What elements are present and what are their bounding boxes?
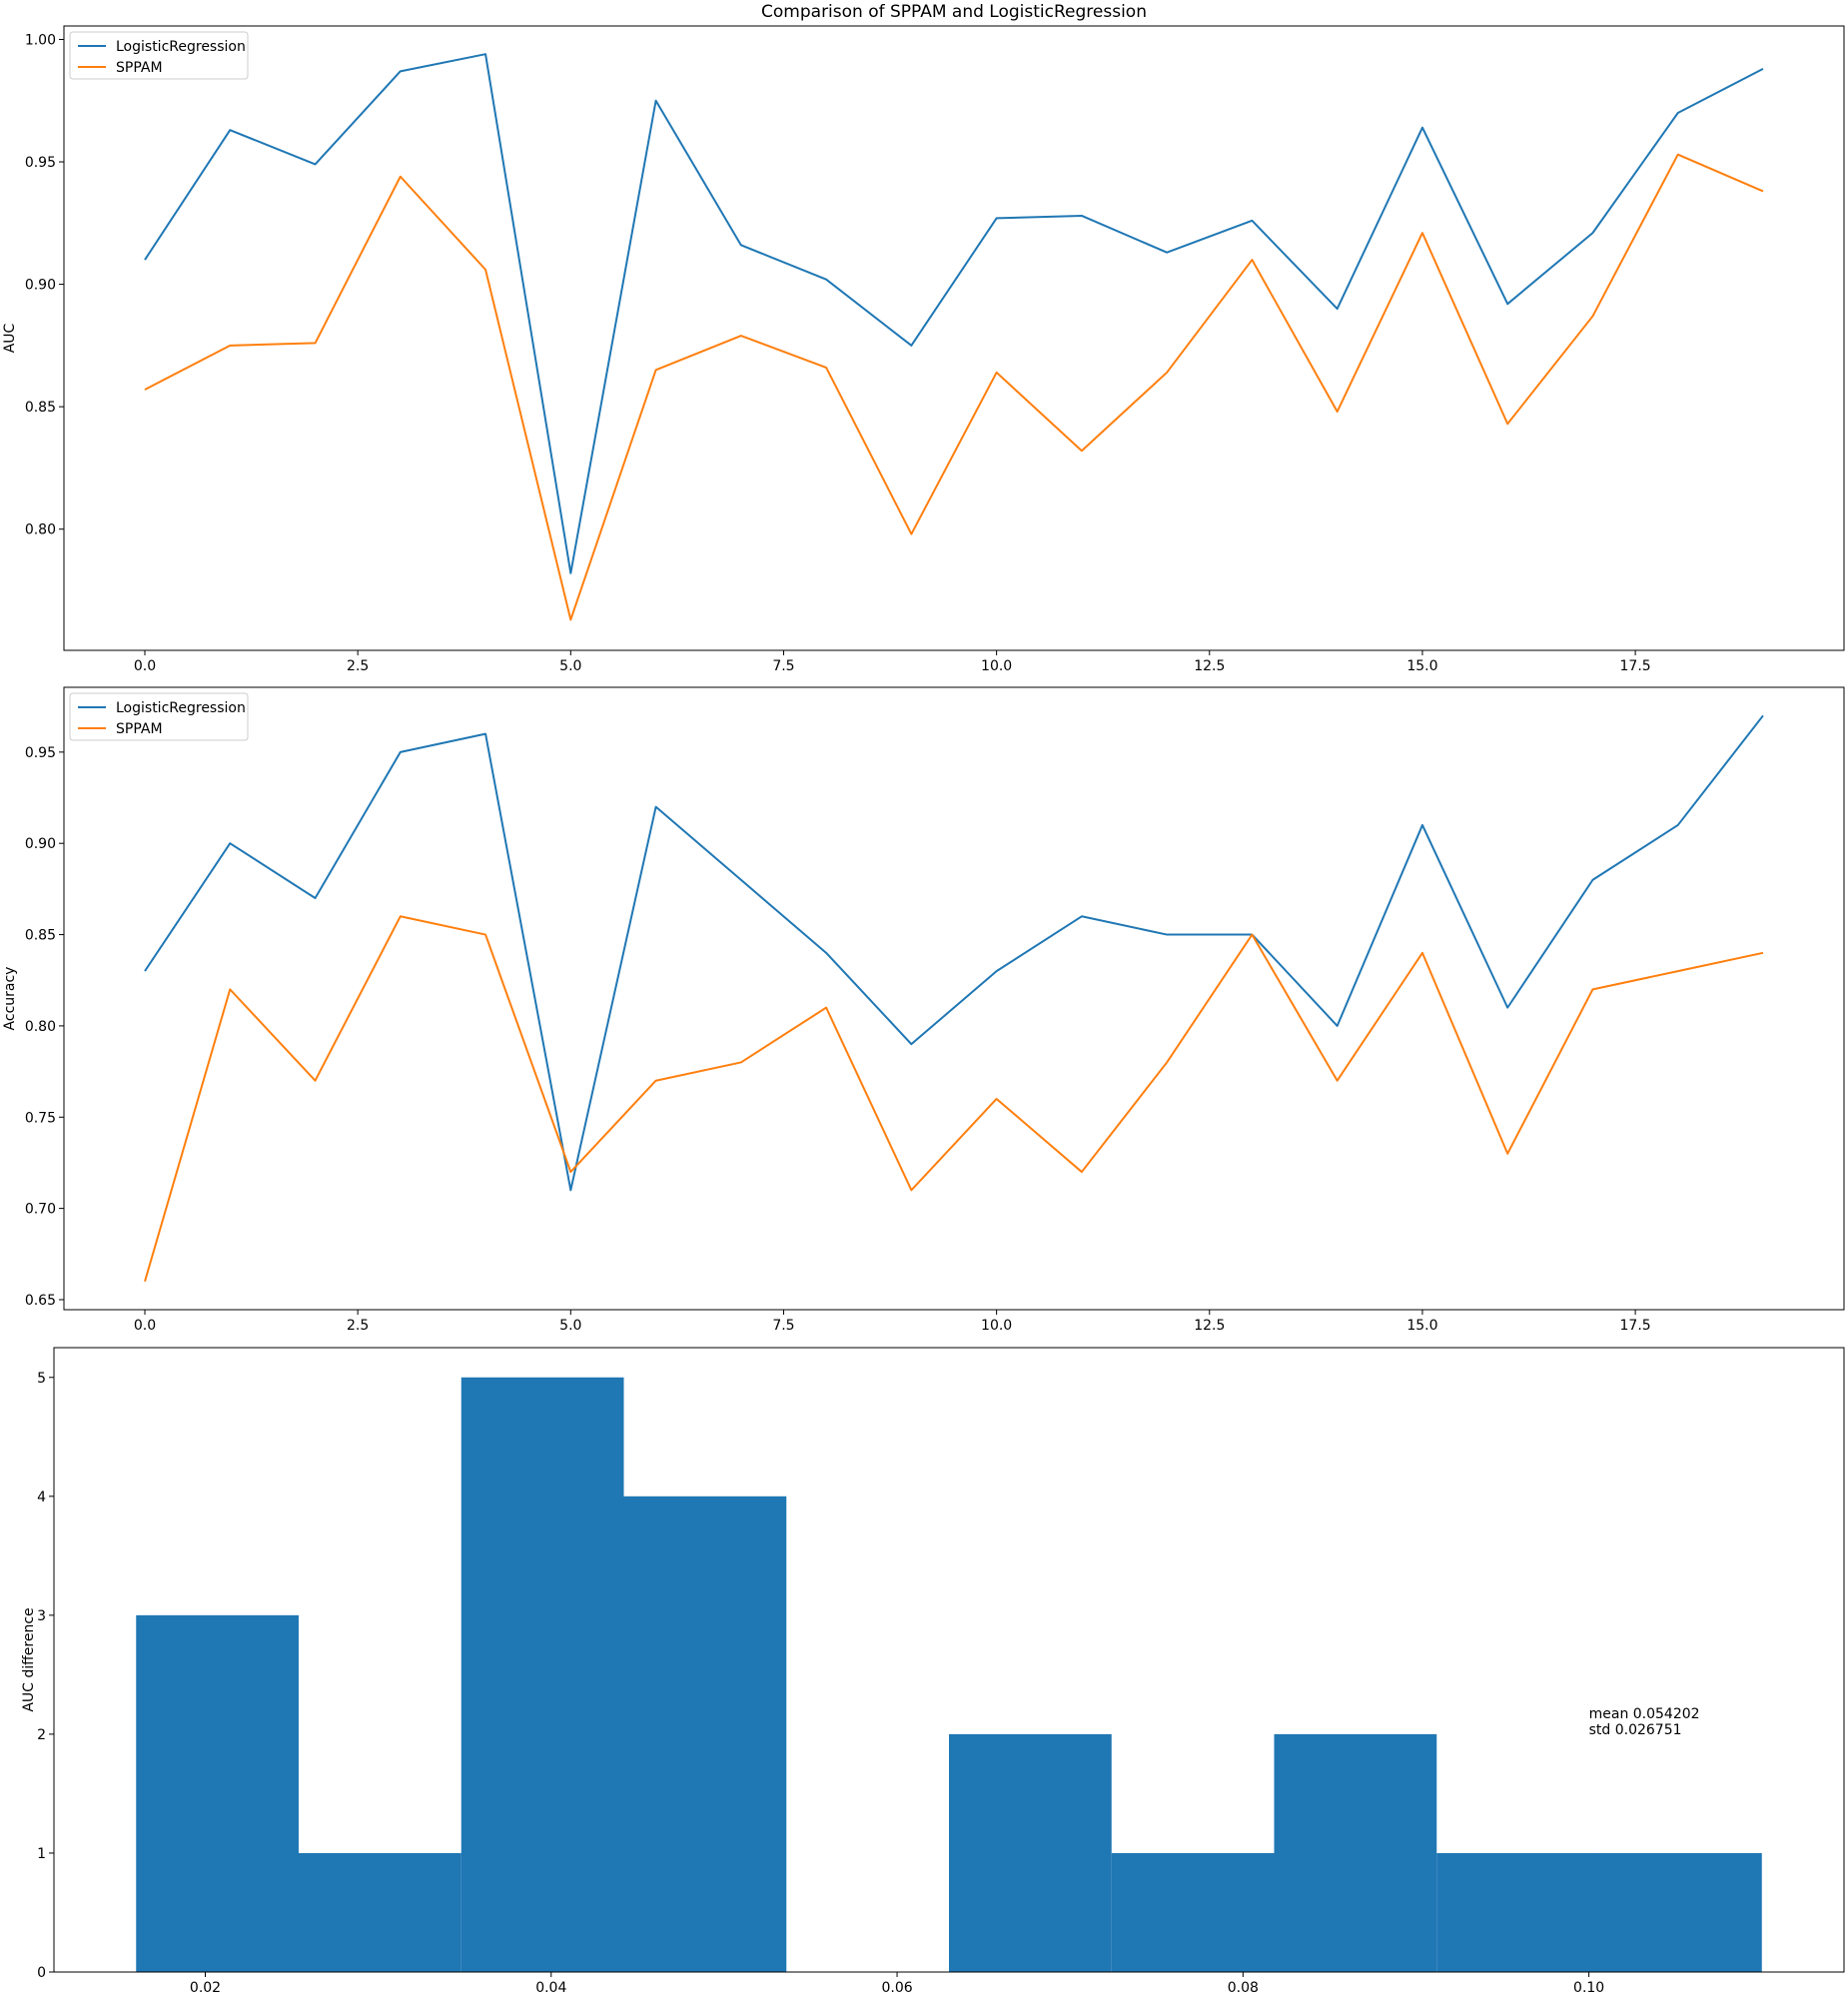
auc-legend-label-logisticregression: LogisticRegression bbox=[116, 39, 246, 55]
hist-y-tick-label: 4 bbox=[37, 1490, 46, 1505]
accuracy-y-tick-label: 0.70 bbox=[25, 1202, 56, 1218]
auc-y-tick-label: 1.00 bbox=[25, 32, 56, 48]
auc-y-tick-label: 0.80 bbox=[25, 522, 56, 538]
accuracy-series-line-logisticregression bbox=[144, 714, 1764, 1192]
auc-x-tick-label: 2.5 bbox=[347, 658, 369, 674]
auc-y-tick-label: 0.85 bbox=[25, 400, 56, 416]
auc-series-line-logisticregression bbox=[144, 53, 1764, 574]
accuracy-x-tick-label: 2.5 bbox=[347, 1318, 369, 1334]
auc-x-tick-label: 0.0 bbox=[134, 658, 156, 674]
hist-x-tick-label: 0.10 bbox=[1573, 1980, 1604, 1996]
accuracy-y-tick-label: 0.90 bbox=[25, 836, 56, 852]
accuracy-x-tick-label: 5.0 bbox=[559, 1318, 581, 1334]
hist-y-tick-label: 5 bbox=[37, 1371, 46, 1387]
accuracy-x-tick-label: 15.0 bbox=[1406, 1318, 1437, 1334]
stats-annotation-line-1: std 0.026751 bbox=[1589, 1722, 1682, 1738]
histogram-bar-8 bbox=[1436, 1852, 1600, 1972]
auc-y-tick-label: 0.95 bbox=[25, 155, 56, 171]
auc-series-line-sppam bbox=[144, 153, 1764, 621]
auc-x-tick-label: 7.5 bbox=[772, 658, 794, 674]
accuracy-legend: LogisticRegression SPPAM bbox=[69, 692, 249, 741]
accuracy-y-tick-label: 0.65 bbox=[25, 1293, 56, 1309]
accuracy-y-tick-label: 0.95 bbox=[25, 745, 56, 761]
auc-x-tick-label: 5.0 bbox=[559, 658, 581, 674]
hist-y-tick-label: 0 bbox=[37, 1965, 46, 1981]
accuracy-x-tick-label: 0.0 bbox=[134, 1318, 156, 1334]
auc-x-tick-label: 10.0 bbox=[981, 658, 1012, 674]
accuracy-y-tick-label: 0.75 bbox=[25, 1110, 56, 1126]
histogram-bar-1 bbox=[298, 1852, 462, 1972]
histogram-bar-3 bbox=[623, 1496, 787, 1972]
auc-x-tick-label: 12.5 bbox=[1194, 658, 1225, 674]
histogram-bar-0 bbox=[136, 1614, 299, 1972]
auc-difference-histogram-panel: 0.02 0.04 0.06 0.08 0.10 0 1 2 3 4 5 AUC difference… bbox=[21, 1347, 1845, 1996]
auc-legend: LogisticRegression SPPAM bbox=[69, 31, 249, 80]
hist-y-axis-label: AUC difference bbox=[21, 1607, 37, 1711]
accuracy-x-tick-label: 10.0 bbox=[981, 1318, 1012, 1334]
hist-y-tick-label: 2 bbox=[37, 1727, 46, 1743]
hist-x-tick-label: 0.06 bbox=[881, 1980, 912, 1996]
histogram-bar-5 bbox=[949, 1733, 1112, 1972]
auc-line-panel: 0.0 2.5 5.0 7.5 10.0 12.5 15.0 17.5 0.80 0.85 0.90… bbox=[2, 25, 1845, 674]
figure-title: Comparison of SPPAM and LogisticRegressi… bbox=[761, 2, 1147, 22]
accuracy-line-panel: 0.0 2.5 5.0 7.5 10.0 12.5 15.0 17.5 0.65 0.70 0.75… bbox=[2, 686, 1845, 1334]
hist-x-tick-label: 0.02 bbox=[190, 1980, 221, 1996]
stats-annotation-line-0: mean 0.054202 bbox=[1589, 1706, 1700, 1722]
hist-axes-frame bbox=[53, 1347, 1845, 1973]
accuracy-series-line-sppam bbox=[144, 915, 1764, 1282]
accuracy-y-tick-label: 0.80 bbox=[25, 1019, 56, 1035]
hist-x-tick-label: 0.08 bbox=[1228, 1980, 1259, 1996]
auc-axes-frame bbox=[63, 25, 1845, 651]
auc-x-tick-label: 17.5 bbox=[1620, 658, 1651, 674]
auc-y-tick-label: 0.90 bbox=[25, 278, 56, 294]
auc-legend-label-sppam: SPPAM bbox=[116, 60, 163, 76]
hist-x-tick-label: 0.04 bbox=[535, 1980, 566, 1996]
accuracy-x-tick-label: 7.5 bbox=[772, 1318, 794, 1334]
accuracy-x-tick-label: 17.5 bbox=[1620, 1318, 1651, 1334]
accuracy-y-axis-label: Accuracy bbox=[2, 967, 18, 1031]
accuracy-axes-frame bbox=[63, 686, 1845, 1311]
accuracy-legend-box bbox=[69, 692, 249, 741]
histogram-bar-2 bbox=[461, 1377, 624, 1972]
histogram-bar-6 bbox=[1111, 1852, 1275, 1972]
accuracy-y-tick-label: 0.85 bbox=[25, 928, 56, 944]
hist-y-tick-label: 1 bbox=[37, 1846, 46, 1862]
accuracy-legend-label-sppam: SPPAM bbox=[116, 721, 163, 737]
auc-x-tick-label: 15.0 bbox=[1406, 658, 1437, 674]
histogram-bar-7 bbox=[1274, 1733, 1437, 1972]
histogram-bar-9 bbox=[1599, 1852, 1762, 1972]
accuracy-legend-label-logisticregression: LogisticRegression bbox=[116, 700, 246, 716]
hist-y-tick-label: 3 bbox=[37, 1608, 46, 1624]
auc-legend-box bbox=[69, 31, 249, 80]
auc-y-axis-label: AUC bbox=[2, 323, 18, 353]
accuracy-x-tick-label: 12.5 bbox=[1194, 1318, 1225, 1334]
